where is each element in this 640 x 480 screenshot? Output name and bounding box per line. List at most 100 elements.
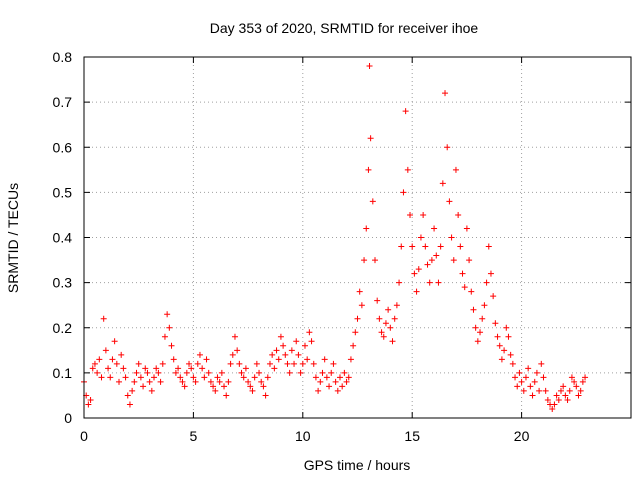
data-point (91, 360, 98, 367)
data-point (183, 369, 190, 376)
data-point (155, 369, 162, 376)
data-point (295, 351, 302, 358)
data-point (190, 374, 197, 381)
data-point (413, 288, 420, 295)
data-point (326, 383, 333, 390)
data-point (223, 392, 230, 399)
data-point (94, 369, 101, 376)
data-point (411, 270, 418, 277)
x-tick-label: 15 (404, 428, 420, 444)
y-tick-label: 0 (64, 410, 72, 426)
data-point (256, 369, 263, 376)
data-point (356, 288, 363, 295)
data-point (181, 383, 188, 390)
data-point (207, 378, 214, 385)
data-point (144, 369, 151, 376)
data-point (135, 360, 142, 367)
data-point (297, 369, 304, 376)
data-point (133, 369, 140, 376)
data-point (336, 374, 343, 381)
data-point (577, 387, 584, 394)
data-point (439, 180, 446, 187)
data-point (404, 166, 411, 173)
data-point (522, 374, 529, 381)
data-point (350, 342, 357, 349)
data-point (442, 90, 449, 97)
data-point (131, 378, 138, 385)
x-axis-label: GPS time / hours (304, 457, 411, 473)
data-point (159, 360, 166, 367)
plot-frame (83, 56, 632, 419)
data-point (387, 324, 394, 331)
data-point (498, 356, 505, 363)
data-point (205, 369, 212, 376)
data-point (345, 374, 352, 381)
data-point (161, 333, 168, 340)
data-point (308, 338, 315, 345)
data-point (415, 266, 422, 273)
data-point (262, 392, 269, 399)
data-point (509, 360, 516, 367)
data-point (463, 225, 470, 232)
data-point (367, 135, 374, 142)
data-point (573, 383, 580, 390)
data-point (315, 387, 322, 394)
data-point (293, 338, 300, 345)
data-point (210, 383, 217, 390)
data-point (140, 383, 147, 390)
y-tick-label: 0.1 (53, 365, 73, 381)
data-point (275, 356, 282, 363)
grid-lines (84, 57, 631, 418)
data-point (358, 302, 365, 309)
data-point (282, 351, 289, 358)
data-point (321, 356, 328, 363)
data-point (481, 302, 488, 309)
data-point (188, 365, 195, 372)
data-point (409, 243, 416, 250)
data-point (389, 338, 396, 345)
data-point (129, 387, 136, 394)
data-point (560, 383, 567, 390)
data-point (234, 347, 241, 354)
data-point (116, 378, 123, 385)
data-point (529, 392, 536, 399)
data-point (582, 374, 589, 381)
data-point (468, 288, 475, 295)
data-point (317, 378, 324, 385)
data-point (310, 360, 317, 367)
data-point (424, 261, 431, 268)
data-point (542, 387, 549, 394)
data-point (87, 396, 94, 403)
data-point (122, 374, 129, 381)
data-point (564, 396, 571, 403)
data-point (168, 342, 175, 349)
data-point (319, 369, 326, 376)
data-point (339, 383, 346, 390)
data-point (461, 284, 468, 291)
data-point (170, 356, 177, 363)
data-point (538, 360, 545, 367)
data-point (251, 374, 258, 381)
data-point (179, 378, 186, 385)
data-point (470, 306, 477, 313)
data-point (260, 383, 267, 390)
data-point (280, 342, 287, 349)
chart-title: Day 353 of 2020, SRMTID for receiver iho… (210, 20, 479, 36)
data-point (514, 383, 521, 390)
data-point (422, 243, 429, 250)
data-point (505, 333, 512, 340)
y-tick-label: 0.3 (53, 275, 73, 291)
data-point (398, 243, 405, 250)
data-point (566, 387, 573, 394)
data-point (520, 387, 527, 394)
data-point (544, 396, 551, 403)
data-point (194, 360, 201, 367)
x-tick-label: 5 (190, 428, 198, 444)
data-point (512, 374, 519, 381)
data-point (393, 302, 400, 309)
data-point (435, 279, 442, 286)
data-point (466, 257, 473, 264)
data-point (100, 315, 107, 322)
data-point (245, 378, 252, 385)
